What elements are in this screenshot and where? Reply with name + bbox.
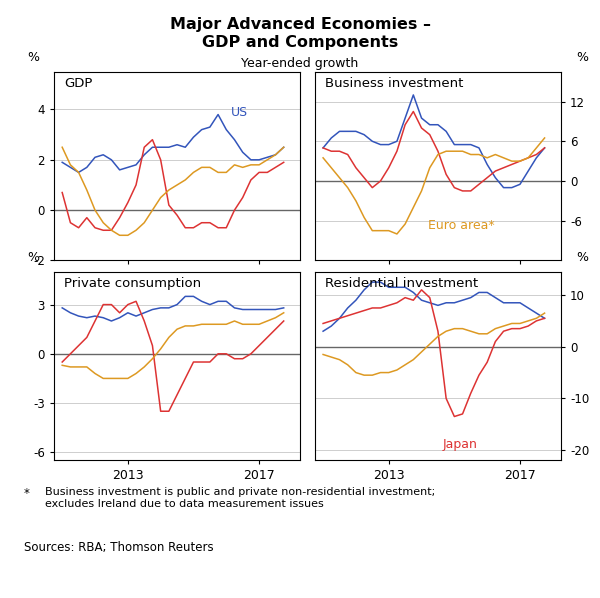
Text: Euro area*: Euro area* xyxy=(428,219,495,232)
Text: *: * xyxy=(24,487,30,501)
Text: Major Advanced Economies –
GDP and Components: Major Advanced Economies – GDP and Compo… xyxy=(170,17,431,50)
Text: GDP: GDP xyxy=(64,77,92,90)
Text: US: US xyxy=(231,106,248,119)
Text: Year-ended growth: Year-ended growth xyxy=(241,57,359,70)
Text: Private consumption: Private consumption xyxy=(64,277,201,291)
Text: %: % xyxy=(27,251,39,264)
Text: %: % xyxy=(27,51,39,64)
Text: Business investment: Business investment xyxy=(325,77,463,90)
Text: Japan: Japan xyxy=(443,438,478,451)
Text: Residential investment: Residential investment xyxy=(325,277,478,291)
Text: Sources: RBA; Thomson Reuters: Sources: RBA; Thomson Reuters xyxy=(24,541,214,554)
Text: %: % xyxy=(576,51,588,64)
Text: Business investment is public and private non-residential investment;
excludes I: Business investment is public and privat… xyxy=(45,487,435,509)
Text: %: % xyxy=(576,251,588,264)
